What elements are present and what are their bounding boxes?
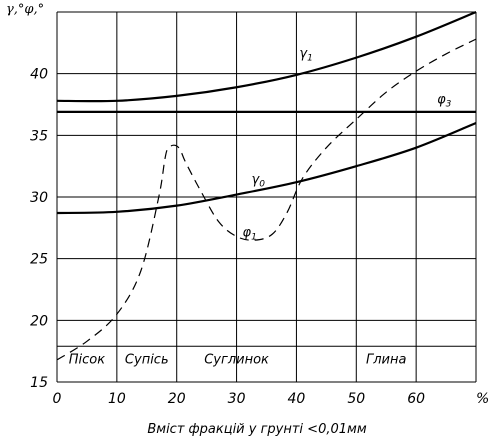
series-line-γ0 (56, 121, 477, 215)
soil-zone-label: Пісок (69, 353, 105, 368)
x-tick-label: 60 (407, 391, 425, 407)
x-tick-label: 50 (347, 391, 365, 407)
grid (56, 11, 477, 383)
series-label-φ3: φ3 (437, 92, 452, 109)
series-label-φ1: φ1 (243, 225, 257, 242)
y-tick-label: 35 (30, 128, 48, 144)
soil-zone-label: Супісь (125, 353, 169, 368)
soil-zone-label: Суглинок (204, 353, 269, 368)
soil-zone-labels: Пісок Супісь Суглинок Глина (57, 345, 476, 368)
x-tick-label: 40 (288, 391, 306, 407)
x-axis-unit: % (476, 391, 489, 407)
y-tick-label: 40 (30, 67, 48, 83)
tick-labels: 15 20 25 30 35 40 0 10 20 30 40 50 60 (30, 67, 425, 407)
x-tick-label: 0 (53, 391, 62, 407)
y-axis-label: γ,°φ,° (6, 2, 44, 17)
series-label-γ1: γ1 (299, 47, 312, 64)
series-label-γ0: γ0 (252, 172, 266, 189)
series-group: γ1 φ3 γ0 φ1 (56, 10, 477, 361)
x-tick-label: 30 (228, 391, 246, 407)
series-line-γ1 (56, 10, 477, 103)
y-tick-label: 15 (30, 375, 48, 391)
y-tick-label: 30 (30, 190, 48, 206)
x-tick-label: 10 (108, 391, 126, 407)
x-axis-label: Вміст фракцій у грунті <0,01мм (147, 422, 366, 437)
series-line-φ1 (56, 38, 477, 361)
y-tick-label: 25 (30, 252, 48, 268)
soil-zone-label: Глина (366, 353, 407, 368)
x-tick-label: 20 (168, 391, 186, 407)
y-tick-label: 20 (30, 313, 48, 329)
